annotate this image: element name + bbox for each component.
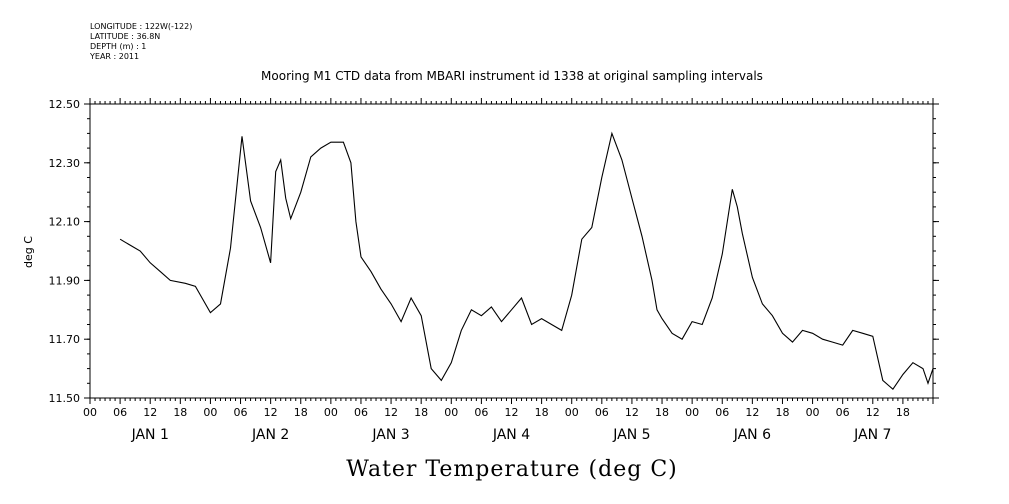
day-label: JAN 1: [131, 427, 169, 443]
x-tick-label: 00: [83, 406, 97, 419]
x-tick-label: 06: [474, 406, 488, 419]
year-label: YEAR : 2011: [90, 52, 140, 61]
x-ticks: [89, 98, 934, 404]
x-tick-label: 18: [896, 406, 910, 419]
day-label: JAN 7: [853, 427, 891, 443]
x-tick-label: 18: [775, 406, 789, 419]
x-tick-labels: 00 06 12 18 00 06 12 18 00 06 12 18 00 06 12 18 00 06 12 18…: [83, 406, 910, 419]
day-label: JAN 6: [733, 427, 771, 443]
x-tick-label: 12: [505, 406, 519, 419]
y-tick-label: 11.70: [49, 333, 81, 346]
x-tick-label: 06: [836, 406, 850, 419]
latitude-label: LATITUDE : 36.8N: [90, 32, 161, 41]
x-tick-label: 00: [685, 406, 699, 419]
plot-frame: [89, 103, 934, 399]
x-tick-label: 06: [354, 406, 368, 419]
x-tick-label: 12: [143, 406, 157, 419]
x-axis-label: Water Temperature (deg C): [346, 457, 678, 482]
y-tick-label: 12.10: [49, 216, 81, 229]
x-tick-label: 06: [234, 406, 248, 419]
y-tick-label: 11.50: [49, 392, 81, 405]
x-tick-label: 18: [173, 406, 187, 419]
x-tick-label: 18: [655, 406, 669, 419]
x-tick-label: 18: [535, 406, 549, 419]
x-tick-label: 00: [806, 406, 820, 419]
day-label: JAN 5: [612, 427, 650, 443]
water-temperature-line: [119, 131, 934, 391]
x-tick-label: 12: [384, 406, 398, 419]
x-tick-label: 12: [625, 406, 639, 419]
x-tick-label: 18: [294, 406, 308, 419]
y-tick-label: 11.90: [49, 274, 81, 287]
chart-title: Mooring M1 CTD data from MBARI instrumen…: [261, 69, 763, 83]
y-tick-label: 12.30: [49, 157, 81, 170]
y-axis-label: deg C: [22, 236, 35, 268]
day-label: JAN 2: [251, 427, 289, 443]
x-tick-label: 06: [595, 406, 609, 419]
day-label: JAN 3: [371, 427, 409, 443]
x-tick-label: 12: [866, 406, 880, 419]
x-tick-label: 00: [203, 406, 217, 419]
x-tick-label: 00: [444, 406, 458, 419]
x-tick-label: 00: [324, 406, 338, 419]
x-tick-label: 12: [745, 406, 759, 419]
x-tick-label: 00: [565, 406, 579, 419]
x-tick-label: 06: [715, 406, 729, 419]
day-labels: JAN 1 JAN 2 JAN 3 JAN 4 JAN 5 JAN 6 JAN 7: [131, 427, 892, 443]
metadata-block: LONGITUDE : 122W(-122) LATITUDE : 36.8N …: [90, 22, 192, 62]
x-tick-label: 18: [414, 406, 428, 419]
day-label: JAN 4: [492, 427, 530, 443]
y-ticks: 11.50 11.70 11.90 12.10 12.30 12.50: [49, 98, 939, 405]
y-tick-label: 12.50: [49, 98, 81, 111]
depth-label: DEPTH (m) : 1: [90, 42, 147, 51]
x-tick-label: 06: [113, 406, 127, 419]
longitude-label: LONGITUDE : 122W(-122): [90, 22, 193, 31]
x-tick-label: 12: [264, 406, 278, 419]
